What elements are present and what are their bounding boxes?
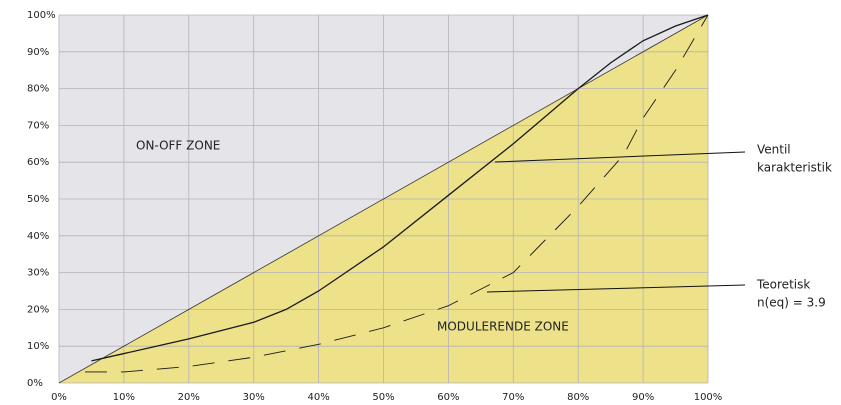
x-tick-label: 60% <box>437 392 459 403</box>
annotation: MODULERENDE ZONE <box>437 320 569 334</box>
annotation: ON-OFF ZONE <box>136 139 220 153</box>
x-tick-label: 50% <box>372 392 394 403</box>
leader-line <box>486 284 746 293</box>
y-tick-label: 0% <box>27 378 43 389</box>
y-tick-label: 90% <box>27 47 49 58</box>
series-line <box>91 14 709 362</box>
annotation: n(eq) = 3.9 <box>757 296 826 310</box>
x-tick-label: 70% <box>502 392 524 403</box>
annotation: Ventil <box>757 143 791 157</box>
x-tick-label: 100% <box>694 392 723 403</box>
x-tick-label: 80% <box>567 392 589 403</box>
y-tick-label: 20% <box>27 304 49 315</box>
leader-line <box>494 151 746 163</box>
y-tick-label: 50% <box>27 194 49 205</box>
y-tick-label: 30% <box>27 268 49 279</box>
y-tick-label: 100% <box>27 10 56 21</box>
grid <box>58 14 709 384</box>
y-tick-label: 10% <box>27 341 49 352</box>
x-tick-label: 30% <box>243 392 265 403</box>
diagonal <box>58 14 709 384</box>
x-tick-label: 90% <box>632 392 654 403</box>
series-line <box>84 14 709 373</box>
x-tick-label: 20% <box>178 392 200 403</box>
y-tick-label: 40% <box>27 231 49 242</box>
lines <box>84 14 709 373</box>
x-tick-label: 10% <box>113 392 135 403</box>
y-tick-label: 60% <box>27 157 49 168</box>
x-tick-label: 40% <box>307 392 329 403</box>
annotation: karakteristik <box>757 161 832 175</box>
x-tick-label: 0% <box>51 392 67 403</box>
y-tick-label: 70% <box>27 120 49 131</box>
y-tick-label: 80% <box>27 84 49 95</box>
annotation: Teoretisk <box>756 278 810 292</box>
